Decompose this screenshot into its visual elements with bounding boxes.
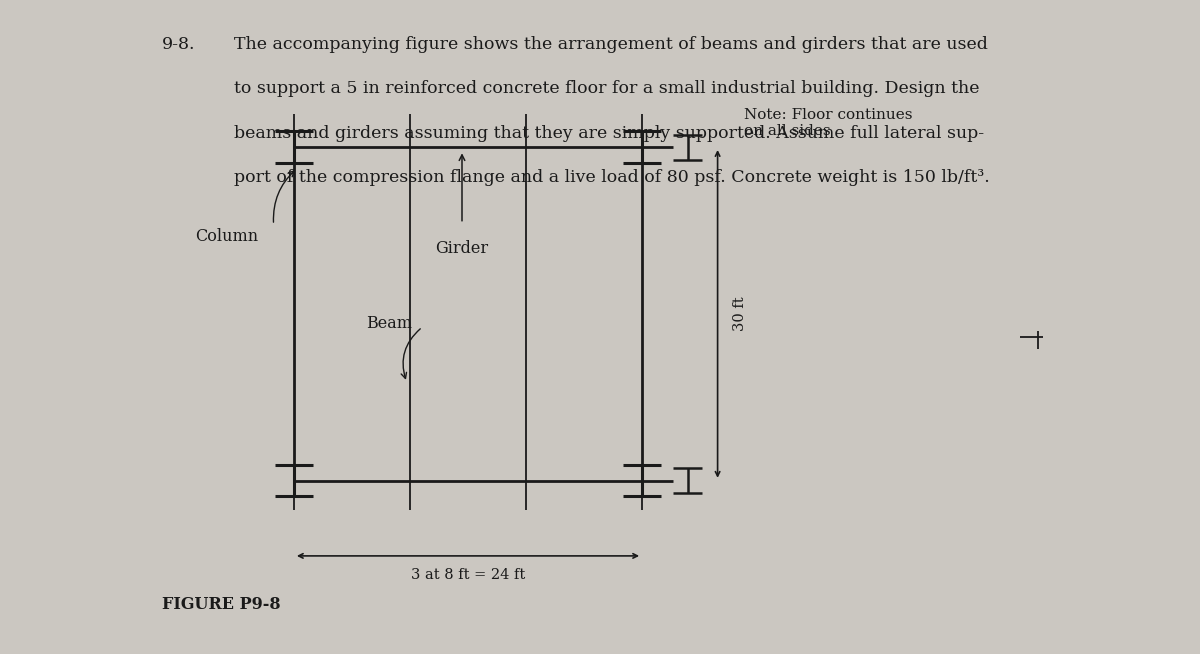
Text: beams and girders assuming that they are simply supported. Assume full lateral s: beams and girders assuming that they are…	[234, 125, 984, 142]
Text: Beam: Beam	[366, 315, 412, 332]
Text: Girder: Girder	[436, 240, 488, 257]
Text: 3 at 8 ft = 24 ft: 3 at 8 ft = 24 ft	[410, 568, 526, 581]
Text: 30 ft: 30 ft	[733, 297, 748, 331]
Text: FIGURE P9-8: FIGURE P9-8	[162, 596, 281, 613]
Text: port of the compression flange and a live load of 80 psf. Concrete weight is 150: port of the compression flange and a liv…	[234, 169, 990, 186]
Text: 9-8.: 9-8.	[162, 36, 196, 53]
Text: to support a 5 in reinforced concrete floor for a small industrial building. Des: to support a 5 in reinforced concrete fl…	[234, 80, 979, 97]
Text: Column: Column	[196, 228, 259, 245]
Text: The accompanying figure shows the arrangement of beams and girders that are used: The accompanying figure shows the arrang…	[234, 36, 988, 53]
Text: Note: Floor continues
on all sides: Note: Floor continues on all sides	[744, 108, 912, 138]
